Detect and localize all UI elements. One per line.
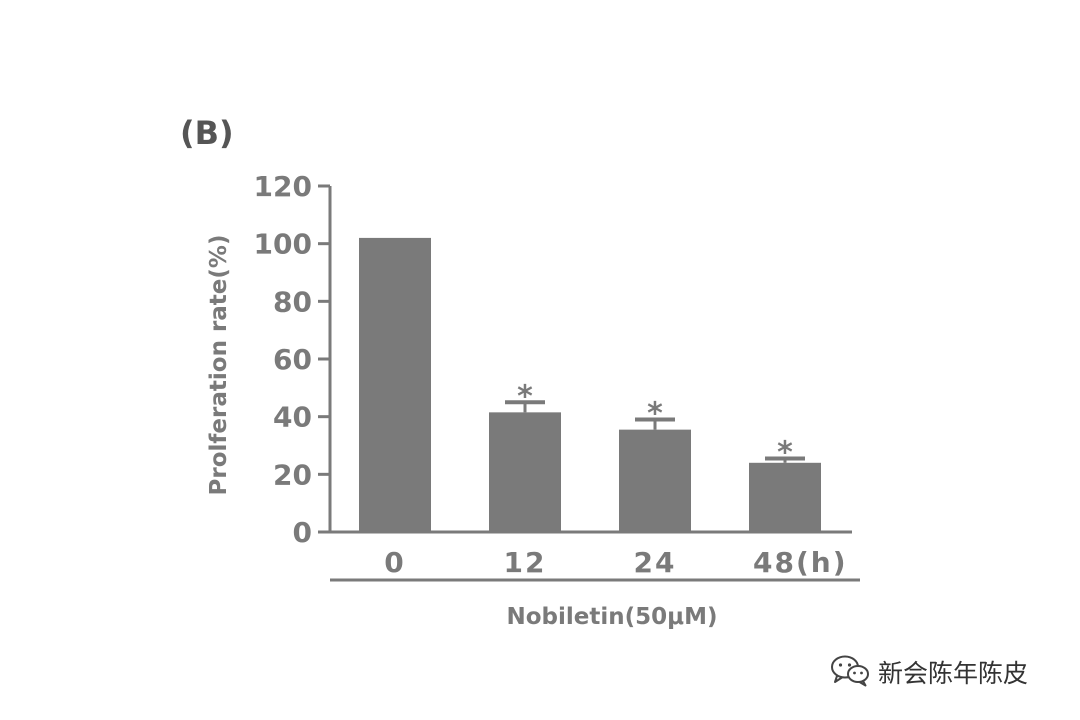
bar — [359, 237, 431, 532]
x-tick-label: 0 — [384, 546, 405, 579]
panel-label: (B) — [180, 114, 234, 152]
bar — [749, 462, 821, 532]
significance-marker: * — [517, 379, 533, 414]
x-axis-title: Nobiletin(50μM) — [507, 604, 718, 630]
significance-marker: * — [647, 397, 663, 432]
y-axis-title: Prolferation rate(%) — [206, 235, 232, 496]
bar — [489, 412, 561, 532]
y-tick-label: 40 — [273, 401, 312, 434]
y-tick-label: 100 — [254, 228, 312, 261]
x-tick-label: 24 — [634, 546, 677, 579]
y-tick-label: 20 — [273, 458, 312, 491]
watermark-text: 新会陈年陈皮 — [878, 659, 1029, 688]
y-tick-label: 0 — [293, 516, 312, 549]
bars: * * * — [359, 237, 821, 532]
significance-marker: * — [777, 435, 793, 470]
x-axis: 0 12 24 48(h) — [318, 530, 860, 582]
watermark: 新会陈年陈皮 — [830, 652, 1028, 692]
x-tick-label: 12 — [504, 546, 547, 579]
x-unit-label: (h) — [796, 546, 848, 579]
y-tick-label: 120 — [254, 170, 312, 203]
y-tick-label: 60 — [273, 343, 312, 376]
wechat-icon — [830, 653, 870, 691]
bar — [619, 429, 691, 532]
y-tick-label: 80 — [273, 285, 312, 318]
y-axis: 0 20 40 60 80 100 120 — [254, 170, 332, 549]
x-tick-label: 48(h) — [753, 546, 848, 579]
